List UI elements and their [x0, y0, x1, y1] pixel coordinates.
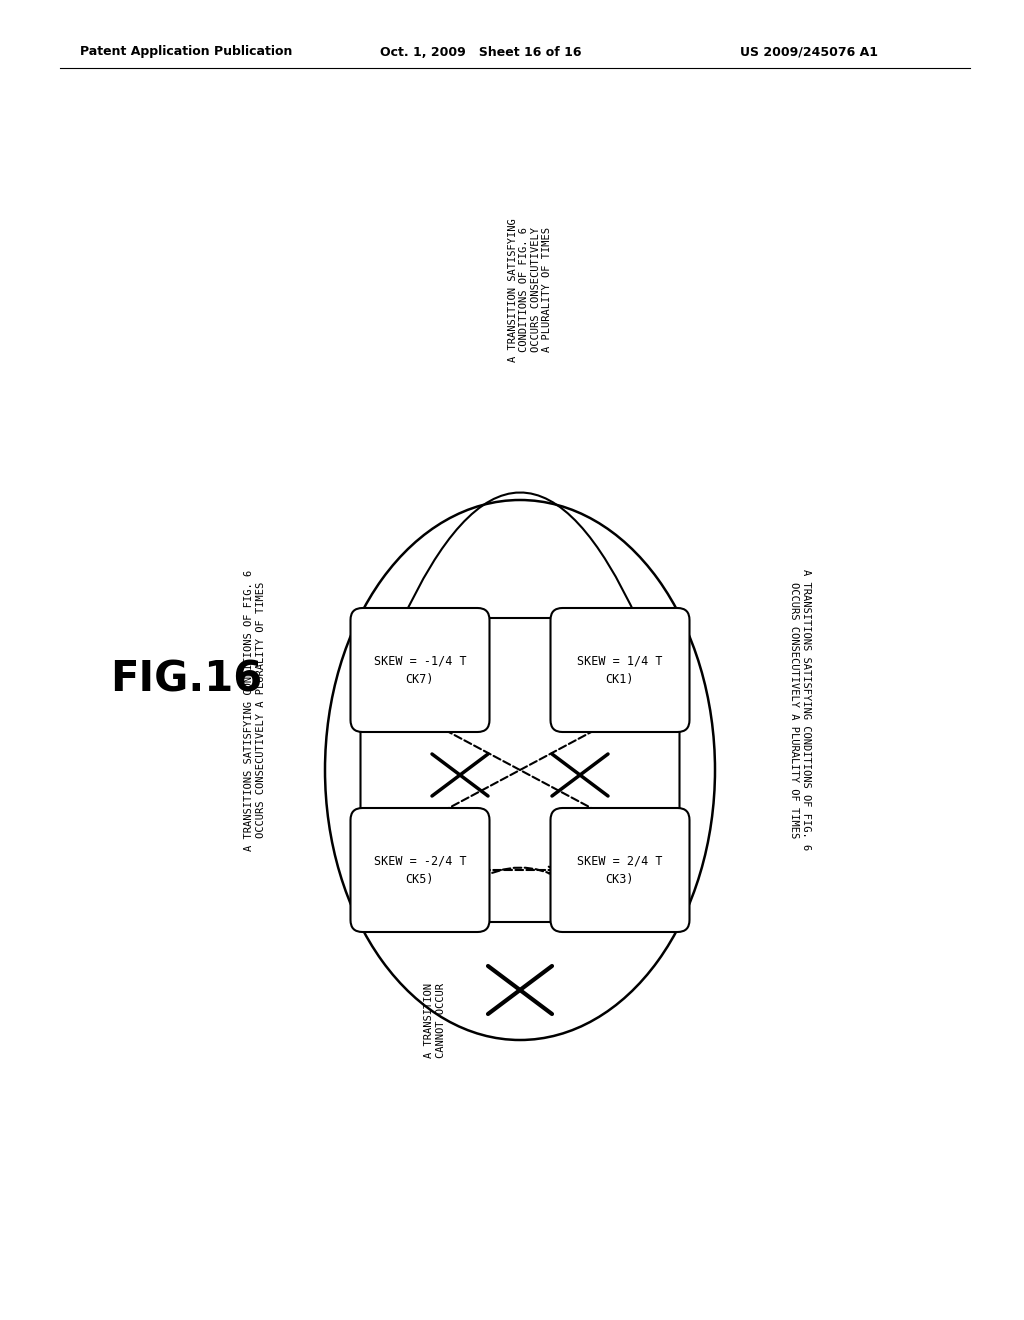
Text: A TRANSITIONS SATISFYING CONDITIONS OF FIG. 6
OCCURS CONSECUTIVELY A PLURALITY O: A TRANSITIONS SATISFYING CONDITIONS OF F… [244, 569, 266, 850]
Text: Patent Application Publication: Patent Application Publication [80, 45, 293, 58]
Text: SKEW = -1/4 T
CK7): SKEW = -1/4 T CK7) [374, 655, 466, 685]
Text: A TRANSITIONS SATISFYING CONDITIONS OF FIG. 6
OCCURS CONSECUTIVELY A PLURALITY O: A TRANSITIONS SATISFYING CONDITIONS OF F… [790, 569, 811, 850]
Text: SKEW = 2/4 T
CK3): SKEW = 2/4 T CK3) [578, 854, 663, 886]
FancyBboxPatch shape [350, 609, 489, 733]
Text: A TRANSITION
CANNOT OCCUR: A TRANSITION CANNOT OCCUR [424, 982, 445, 1057]
Text: A TRANSITION SATISFYING
CONDITIONS OF FIG. 6
OCCURS CONSECUTIVELY
A PLURALITY OF: A TRANSITION SATISFYING CONDITIONS OF FI… [508, 218, 552, 362]
Text: SKEW = 1/4 T
CK1): SKEW = 1/4 T CK1) [578, 655, 663, 685]
Text: SKEW = -2/4 T
CK5): SKEW = -2/4 T CK5) [374, 854, 466, 886]
FancyBboxPatch shape [350, 808, 489, 932]
Text: FIG.16: FIG.16 [110, 659, 262, 701]
Text: Oct. 1, 2009   Sheet 16 of 16: Oct. 1, 2009 Sheet 16 of 16 [380, 45, 582, 58]
Text: US 2009/245076 A1: US 2009/245076 A1 [740, 45, 878, 58]
FancyBboxPatch shape [551, 808, 689, 932]
FancyBboxPatch shape [551, 609, 689, 733]
